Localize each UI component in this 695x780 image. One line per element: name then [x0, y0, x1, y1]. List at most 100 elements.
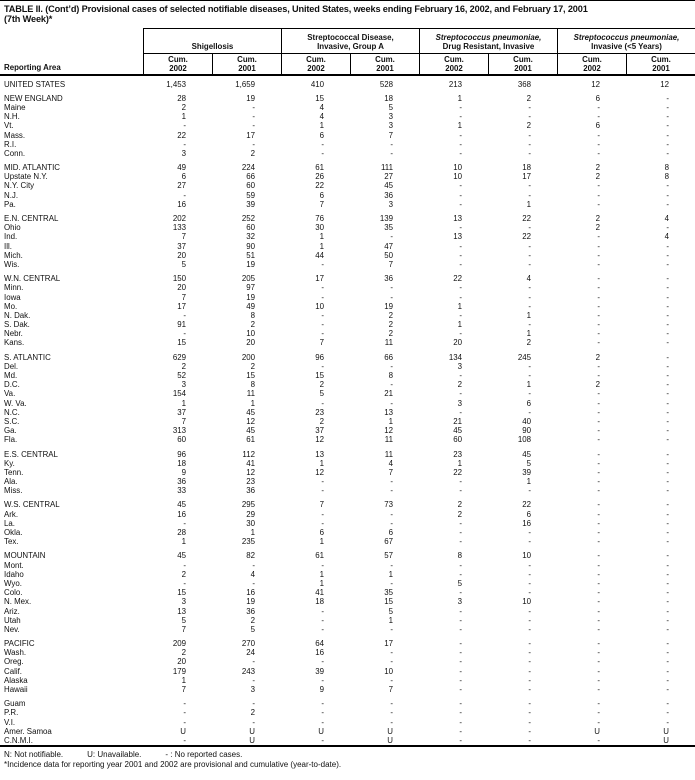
cell-value: 36 — [384, 190, 393, 200]
cell-value: - — [597, 292, 600, 302]
cell-value: - — [390, 657, 393, 667]
cell-value: 4 — [319, 112, 324, 122]
row-area-label: Guam — [4, 699, 26, 709]
cell-value: - — [528, 301, 531, 311]
cell-value: 2 — [181, 361, 186, 371]
cell-value: 61 — [315, 551, 324, 561]
cell-value: 5 — [388, 606, 393, 616]
cell-value: 1 — [181, 675, 186, 685]
table-row: Hawaii 7 3 9 7 - - - - — [0, 685, 695, 694]
table-row: Del. 2 2 - - 3 - - - — [0, 362, 695, 371]
row-area-label: S. Dak. — [4, 320, 30, 330]
footnote-not-notifiable: N: Not notifiable. — [4, 750, 64, 760]
cell-value: 6 — [388, 528, 393, 538]
cell-value: - — [666, 449, 669, 459]
cum-label: Cum. — [444, 55, 464, 65]
row-area-label: Wis. — [4, 259, 20, 269]
row-area-label: Ariz. — [4, 606, 20, 616]
cell-value: 28 — [177, 93, 186, 103]
cell-value: - — [390, 624, 393, 634]
cell-value: 3 — [388, 112, 393, 122]
cell-value: - — [390, 518, 393, 528]
cell-value: 45 — [177, 551, 186, 561]
table-row: Ohio 133 60 30 35 - - 2 - — [0, 223, 695, 232]
cell-value: - — [459, 199, 462, 209]
cell-value: - — [252, 102, 255, 112]
cell-value: 1 — [526, 199, 531, 209]
row-area-label: P.R. — [4, 708, 19, 718]
cell-value: 23 — [315, 407, 324, 417]
cell-value: - — [597, 361, 600, 371]
cell-value: 1 — [319, 458, 324, 468]
cell-value: 18 — [384, 93, 393, 103]
cell-value: 1 — [457, 458, 462, 468]
cell-value: - — [666, 223, 669, 233]
table-row: MID. ATLANTIC 49 224 61 111 10 18 2 8 — [0, 163, 695, 172]
cell-value: U — [180, 726, 186, 736]
table-row: V.I. - - - - - - - - — [0, 718, 695, 727]
cell-value: - — [183, 708, 186, 718]
cell-value: 61 — [246, 435, 255, 445]
cell-value: - — [459, 102, 462, 112]
cell-value: - — [528, 190, 531, 200]
cell-value: 59 — [246, 190, 255, 200]
row-area-label: Mass. — [4, 130, 26, 140]
cell-value: - — [252, 121, 255, 131]
cell-value: - — [528, 624, 531, 634]
cell-value: 2 — [595, 352, 600, 362]
cell-value: - — [666, 283, 669, 293]
cell-value: - — [459, 389, 462, 399]
cell-value: 60 — [177, 435, 186, 445]
cell-value: 1 — [181, 537, 186, 547]
cell-value: 37 — [315, 426, 324, 436]
cell-value: 15 — [177, 588, 186, 598]
cell-value: 112 — [242, 449, 255, 459]
cell-value: 200 — [241, 352, 255, 362]
cell-value: - — [597, 283, 600, 293]
row-area-label: Calif. — [4, 666, 22, 676]
cell-value: 21 — [384, 389, 393, 399]
cell-value: - — [459, 639, 462, 649]
cell-value: 6 — [319, 190, 324, 200]
cell-value: - — [597, 666, 600, 676]
cell-value: - — [666, 518, 669, 528]
cell-value: 1 — [319, 232, 324, 242]
cell-value: 15 — [315, 371, 324, 381]
cell-value: - — [597, 537, 600, 547]
cell-value: - — [666, 148, 669, 158]
cell-value: - — [183, 310, 186, 320]
cell-value: 3 — [181, 597, 186, 607]
cell-value: - — [183, 139, 186, 149]
cell-value: 36 — [177, 477, 186, 487]
table-row: Colo. 15 16 41 35 - - - - — [0, 588, 695, 597]
cell-value: - — [252, 112, 255, 122]
cell-value: - — [321, 560, 324, 570]
cell-value: - — [459, 250, 462, 260]
cell-value: - — [528, 699, 531, 709]
footnote-incidence: *Incidence data for reporting year 2001 … — [4, 760, 342, 770]
row-area-label: La. — [4, 518, 15, 528]
cell-value: - — [666, 329, 669, 339]
row-area-label: Utah — [4, 615, 21, 625]
cell-value: - — [597, 259, 600, 269]
cell-value: 30 — [315, 223, 324, 233]
cell-value: 19 — [246, 292, 255, 302]
cell-value: 245 — [517, 352, 531, 362]
row-area-label: D.C. — [4, 380, 20, 390]
cell-value: 1 — [457, 121, 462, 131]
cell-value: - — [459, 606, 462, 616]
cell-value: U — [594, 726, 600, 736]
cell-value: 8 — [250, 310, 255, 320]
cell-value: 60 — [453, 435, 462, 445]
cell-value: 7 — [181, 685, 186, 695]
table-row: E.S. CENTRAL 96 112 13 11 23 45 - - — [0, 450, 695, 459]
cell-value: 22 — [315, 181, 324, 191]
cell-value: U — [387, 726, 393, 736]
cell-value: - — [528, 283, 531, 293]
cell-value: 10 — [246, 329, 255, 339]
cell-value: - — [597, 528, 600, 538]
cell-value: - — [597, 130, 600, 140]
row-area-label: Ga. — [4, 426, 17, 436]
cell-value: U — [663, 735, 669, 745]
cell-value: 1 — [181, 398, 186, 408]
